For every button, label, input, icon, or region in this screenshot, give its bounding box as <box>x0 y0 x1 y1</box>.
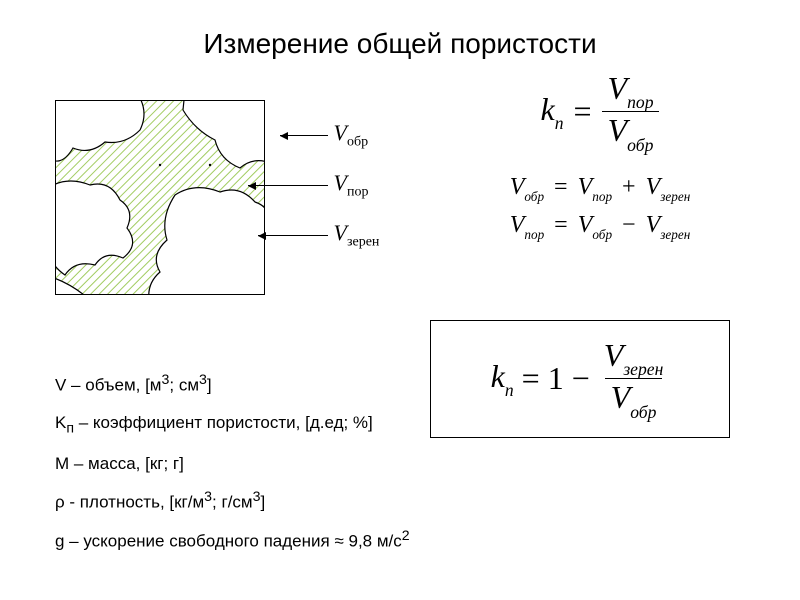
porosity-diagram <box>55 100 265 295</box>
definition-row: V – объем, [м3; см3] <box>55 365 435 404</box>
definition-row: M – масса, [кг; г] <box>55 445 435 482</box>
equation-2: Vобр = Vпор + Vзерен <box>420 174 780 204</box>
diagram-svg <box>55 100 265 295</box>
definition-row: ρ - плотность, [кг/м3; г/см3] <box>55 482 435 521</box>
equation-boxed: kп = 1 − Vзерен Vобр <box>430 320 730 438</box>
definition-row: Kп – коэффициент пористости, [д.ед; %] <box>55 404 435 445</box>
label-text: Vзерен <box>328 220 379 250</box>
diagram-labels: Vобр Vпор Vзерен <box>280 110 379 260</box>
label-text: Vпор <box>328 170 368 200</box>
equation-3: Vпор = Vобр − Vзерен <box>420 212 780 242</box>
definition-row: g – ускорение свободного падения ≈ 9,8 м… <box>55 521 435 560</box>
formula-block: kп = Vпор Vобр Vобр = Vпор + Vзерен Vпор… <box>420 70 780 249</box>
definitions: V – объем, [м3; см3]Kп – коэффициент пор… <box>55 365 435 560</box>
label-text: Vобр <box>328 120 368 150</box>
equation-main: kп = Vпор Vобр <box>420 70 780 154</box>
label-row: Vзерен <box>258 210 379 260</box>
label-row: Vпор <box>248 160 379 210</box>
arrow-icon <box>280 135 328 136</box>
label-row: Vобр <box>280 110 379 160</box>
arrow-icon <box>248 185 328 186</box>
title: Измерение общей пористости <box>0 28 800 60</box>
arrow-icon <box>258 235 328 236</box>
